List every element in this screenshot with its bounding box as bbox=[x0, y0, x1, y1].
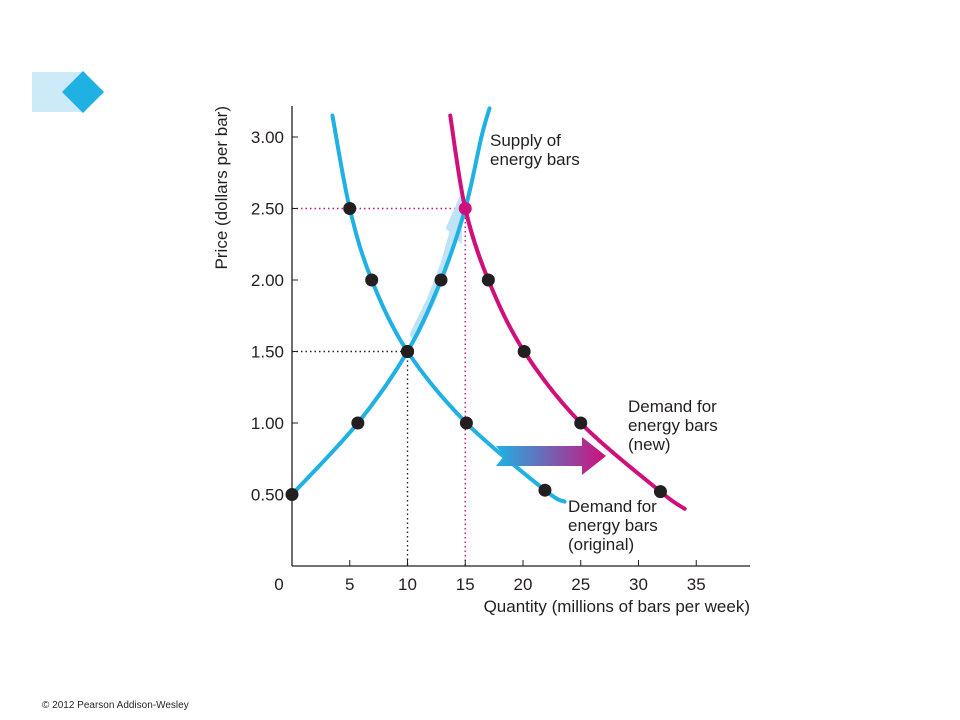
x-tick-label: 10 bbox=[398, 575, 417, 594]
supply-movement-arrowhead bbox=[445, 191, 462, 245]
data-point bbox=[351, 416, 365, 430]
y-tick-label: 2.00 bbox=[251, 271, 284, 290]
data-point bbox=[434, 273, 448, 287]
y-axis-title: Price (dollars per bar) bbox=[212, 106, 231, 269]
x-tick-label: 20 bbox=[514, 575, 533, 594]
curve-demand-original bbox=[330, 113, 567, 504]
data-point bbox=[285, 488, 299, 501]
data-point bbox=[517, 345, 531, 358]
y-tick-label: 2.50 bbox=[251, 200, 284, 219]
curve-label-line: energy bars bbox=[628, 416, 718, 435]
curve-label-line: Demand for bbox=[628, 397, 717, 416]
x-tick-label: 30 bbox=[629, 575, 648, 594]
curve-supply bbox=[290, 106, 492, 497]
data-point bbox=[481, 273, 495, 287]
equilibrium-point bbox=[458, 202, 472, 215]
x-axis-title: Quantity (millions of bars per week) bbox=[484, 597, 750, 616]
curve-label-line: energy bars bbox=[568, 516, 658, 535]
y-tick-label: 1.50 bbox=[251, 343, 284, 362]
curve-label-line: (new) bbox=[628, 435, 671, 454]
curve-label-line: Supply of bbox=[490, 131, 561, 150]
equilibrium-point bbox=[401, 345, 414, 358]
data-point bbox=[343, 202, 357, 215]
curve-label-line: energy bars bbox=[490, 150, 580, 169]
decorative-diamond-icon bbox=[32, 71, 104, 113]
copyright-notice: © 2012 Pearson Addison-Wesley bbox=[42, 700, 189, 711]
x-tick-label: 15 bbox=[456, 575, 475, 594]
x-tick-label: 25 bbox=[571, 575, 590, 594]
demand-shift-arrow bbox=[496, 437, 606, 475]
y-tick-label: 3.00 bbox=[251, 128, 284, 147]
x-tick-label: 5 bbox=[345, 575, 354, 594]
curve-label-line: (original) bbox=[568, 535, 634, 554]
data-point bbox=[365, 273, 379, 287]
data-point bbox=[653, 485, 667, 499]
x-tick-label: 35 bbox=[687, 575, 706, 594]
origin-label: 0 bbox=[274, 575, 283, 594]
y-tick-label: 1.00 bbox=[251, 414, 284, 433]
data-point bbox=[574, 416, 588, 430]
curve-label-line: Demand for bbox=[568, 497, 657, 516]
data-point bbox=[459, 416, 473, 430]
y-tick-label: 0.50 bbox=[251, 486, 284, 505]
data-point bbox=[538, 483, 552, 497]
